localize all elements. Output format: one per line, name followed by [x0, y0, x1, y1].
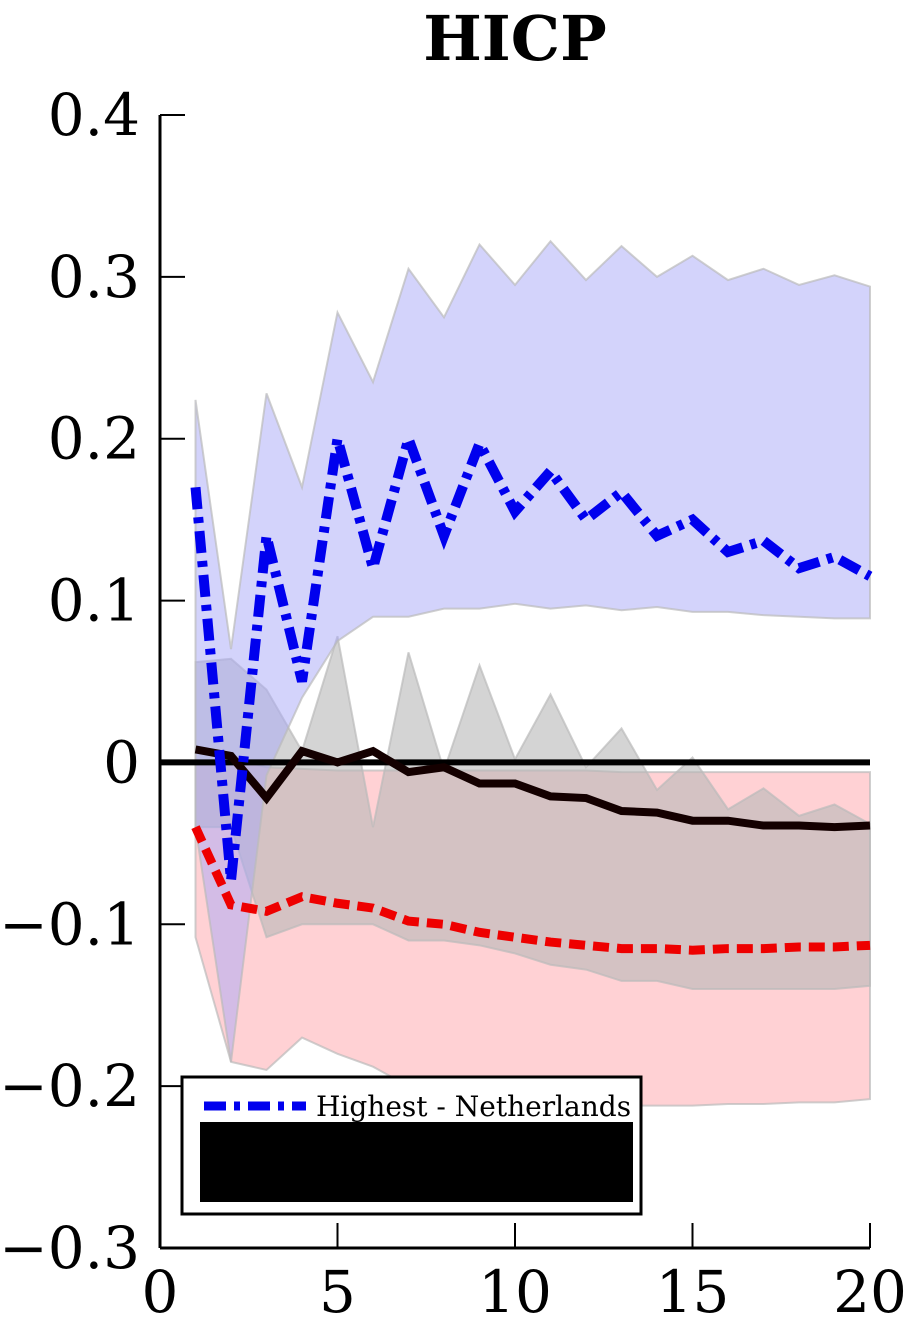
y-tick-label: −0.1: [0, 890, 140, 958]
series-line-lowest: [191, 825, 871, 955]
x-tick-label: 0: [142, 1258, 179, 1324]
x-tick-label: 20: [833, 1258, 907, 1324]
y-tick-label: 0.2: [48, 405, 140, 473]
series-line-highest: [190, 422, 873, 882]
band-1: [194, 635, 871, 991]
legend-redaction-block: [200, 1122, 633, 1202]
legend-label-highest: Highest - Netherlands: [316, 1090, 631, 1123]
axes: [158, 114, 871, 1250]
series-lines: [190, 422, 873, 955]
y-tick-label: 0.1: [48, 567, 140, 635]
confidence-bands: [194, 239, 871, 1107]
legend: Highest - Netherlands: [180, 1075, 643, 1216]
y-tick-label: 0.4: [48, 81, 140, 149]
y-tick-label: −0.2: [0, 1052, 140, 1120]
chart-title: HICP: [423, 2, 607, 75]
band-2: [194, 239, 871, 1063]
series-line-average: [194, 745, 871, 832]
y-tick-label: −0.3: [0, 1214, 140, 1282]
x-tick-label: 15: [656, 1258, 730, 1324]
x-tick-label: 5: [319, 1258, 356, 1324]
y-tick-label: 0.3: [48, 243, 140, 311]
y-tick-label: 0: [103, 728, 140, 796]
x-tick-label: 10: [478, 1258, 552, 1324]
tick-labels: 0.40.30.20.10−0.1−0.2−0.30 5 10 15 20: [0, 81, 907, 1324]
